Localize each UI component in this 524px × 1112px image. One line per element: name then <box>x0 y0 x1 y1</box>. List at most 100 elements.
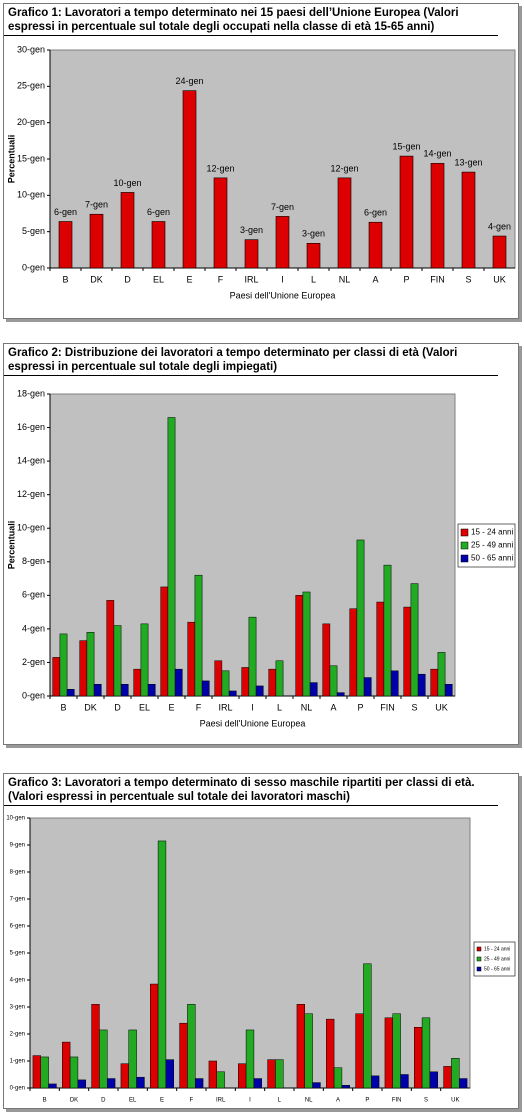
legend-label: 15 - 24 anni <box>471 528 513 537</box>
chart-panel: Grafico 2: Distribuzione dei lavoratori … <box>3 343 519 745</box>
legend-label: 15 - 24 anni <box>484 946 510 952</box>
bar <box>255 685 264 697</box>
bar <box>461 171 476 269</box>
data-label: 6-gen <box>147 207 170 217</box>
bar <box>120 684 129 697</box>
x-tick-label: FIN <box>430 274 445 284</box>
chart: 0-gen 1-gen 2-gen 3-gen 4-gen 5-gen 6-gen 7-gen… <box>6 816 516 1104</box>
bar <box>429 1071 438 1089</box>
bar <box>451 1058 460 1089</box>
bar <box>174 668 183 697</box>
x-tick-label: EL <box>153 274 164 284</box>
bar <box>228 690 237 697</box>
y-tick-label: 7-gen <box>10 897 25 903</box>
data-label: 6-gen <box>54 207 77 217</box>
x-tick-label: L <box>278 1098 282 1104</box>
bar <box>363 963 372 1089</box>
bar <box>341 1085 350 1089</box>
x-tick-label: E <box>168 702 174 712</box>
bar <box>430 668 439 697</box>
bar <box>295 595 304 697</box>
bar <box>355 1013 364 1089</box>
data-label: 24-gen <box>175 76 203 86</box>
bar <box>492 235 507 269</box>
y-tick-label: 1-gen <box>10 1059 25 1065</box>
bar <box>48 1083 57 1089</box>
bar <box>216 1071 225 1089</box>
bar <box>322 623 331 697</box>
bar <box>62 1041 71 1089</box>
data-label: 7-gen <box>271 202 294 212</box>
bar <box>443 1066 452 1089</box>
bar <box>336 692 345 697</box>
x-tick-label: EL <box>139 702 150 712</box>
bar <box>182 90 197 269</box>
bar <box>390 670 399 697</box>
bar <box>333 1067 343 1089</box>
y-tick-label: 3-gen <box>10 1005 25 1011</box>
data-label: 12-gen <box>206 163 234 173</box>
bar <box>430 163 445 269</box>
bar <box>370 1075 380 1089</box>
bar <box>93 684 102 697</box>
bar <box>59 633 68 697</box>
x-tick-label: F <box>189 1098 193 1104</box>
y-tick-label: 6-gen <box>22 590 45 600</box>
bar <box>99 1029 108 1089</box>
bar <box>296 1004 306 1089</box>
bar <box>151 221 166 269</box>
bar <box>337 177 352 269</box>
bar <box>349 608 358 697</box>
x-tick-label: I <box>249 1098 251 1104</box>
y-tick-label: 0-gen <box>10 1086 25 1092</box>
bar <box>275 216 290 269</box>
bar <box>194 574 203 697</box>
bar <box>306 242 321 269</box>
y-tick-label: 5-gen <box>22 226 45 236</box>
x-tick-label: D <box>114 702 121 712</box>
y-tick-label: 20-gen <box>17 117 45 127</box>
bar <box>414 1027 423 1089</box>
x-tick-label: IRL <box>216 1098 226 1104</box>
bar <box>40 1056 49 1089</box>
y-tick-label: 25-gen <box>17 81 45 91</box>
bar <box>238 1063 247 1089</box>
bar <box>179 1022 188 1089</box>
bar <box>157 840 167 1089</box>
bar <box>32 1055 42 1089</box>
x-tick-label: DK <box>70 1098 78 1104</box>
legend-label: 25 - 49 anni <box>484 956 510 962</box>
chart: 0-gen 5-gen 10-gen 15-gen 20-gen 25-gen 30-gen… <box>6 44 516 300</box>
bar <box>417 673 426 697</box>
y-tick-label: 4-gen <box>22 623 45 633</box>
bar <box>368 221 383 269</box>
y-tick-label: 18-gen <box>17 388 45 398</box>
x-tick-label: UK <box>493 274 506 284</box>
bar <box>89 213 104 269</box>
bar <box>128 1029 137 1089</box>
bar <box>66 689 75 697</box>
bar <box>79 640 88 697</box>
y-tick-label: 10-gen <box>6 816 25 822</box>
bar <box>113 625 122 697</box>
data-label: 13-gen <box>454 157 482 167</box>
x-tick-label: UK <box>451 1098 459 1104</box>
bar <box>400 1074 409 1089</box>
y-tick-label: 9-gen <box>10 843 25 849</box>
bar <box>384 1017 394 1089</box>
bar <box>245 1029 255 1089</box>
x-tick-label: L <box>311 274 316 284</box>
data-label: 3-gen <box>240 225 263 235</box>
bar <box>383 564 392 697</box>
bar <box>244 239 259 269</box>
data-label: 12-gen <box>330 163 358 173</box>
bar <box>403 606 412 697</box>
bar <box>208 1060 218 1089</box>
y-tick-label: 14-gen <box>17 455 45 465</box>
y-tick-label: 5-gen <box>10 951 25 957</box>
y-tick-label: 0-gen <box>22 690 45 700</box>
legend-swatch <box>460 554 469 563</box>
bar <box>275 1059 284 1089</box>
x-tick-label: A <box>336 1098 340 1104</box>
legend-swatch <box>476 966 482 972</box>
